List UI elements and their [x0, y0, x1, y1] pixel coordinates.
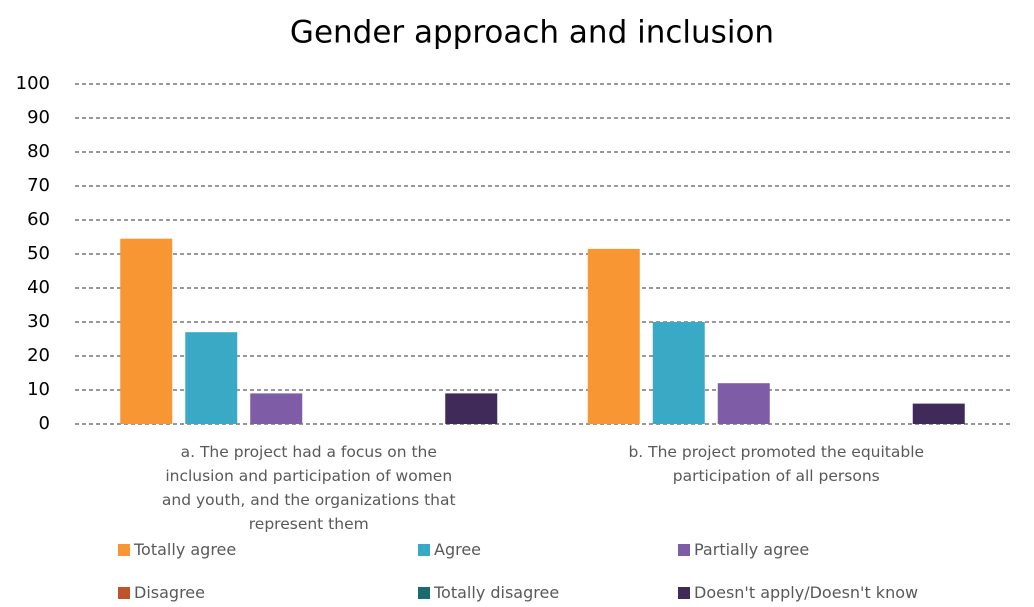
legend-swatch [678, 586, 690, 599]
legend-label: Agree [434, 540, 482, 559]
y-tick-label: 80 [27, 141, 50, 162]
bar [445, 393, 498, 424]
legend-swatch [418, 543, 430, 556]
y-tick-label: 10 [27, 379, 50, 400]
legend-label: Totally agree [134, 540, 237, 559]
legend-swatch [418, 586, 430, 599]
y-tick-label: 60 [27, 209, 50, 230]
y-tick-label: 100 [16, 73, 50, 94]
y-tick-label: 30 [27, 311, 50, 332]
legend-item: Agree [418, 540, 481, 559]
legend-swatch [678, 543, 690, 556]
y-tick-label: 50 [27, 243, 50, 264]
y-tick-label: 0 [39, 413, 50, 434]
y-tick-label: 70 [27, 175, 50, 196]
y-tick-label: 20 [27, 345, 50, 366]
x-tick-label: a. The project had a focus on the inclus… [161, 443, 456, 533]
bar [185, 332, 238, 424]
legend-label: Partially agree [694, 540, 810, 559]
legend-label: Doesn't apply/Doesn't know [694, 583, 919, 602]
bar [587, 248, 640, 424]
chart-title: Gender approach and inclusion [290, 15, 774, 51]
legend-label: Totally disagree [434, 583, 560, 602]
legend-label: Disagree [134, 583, 205, 602]
y-tick-label: 90 [27, 107, 50, 128]
y-tick-label: 40 [27, 277, 50, 298]
legend-swatch [118, 586, 130, 599]
bar [912, 403, 965, 424]
legend-item: Totally agree [118, 540, 236, 559]
legend-item: Doesn't apply/Doesn't know [678, 583, 918, 602]
legend-item: Disagree [118, 583, 205, 602]
x-tick-label: b. The project promoted the equitable pa… [628, 443, 925, 485]
bar [717, 383, 770, 424]
legend-swatch [118, 543, 130, 556]
bar [120, 238, 173, 424]
bar [250, 393, 303, 424]
legend-item: Totally disagree [418, 583, 559, 602]
legend-item: Partially agree [678, 540, 809, 559]
bar [652, 322, 705, 424]
